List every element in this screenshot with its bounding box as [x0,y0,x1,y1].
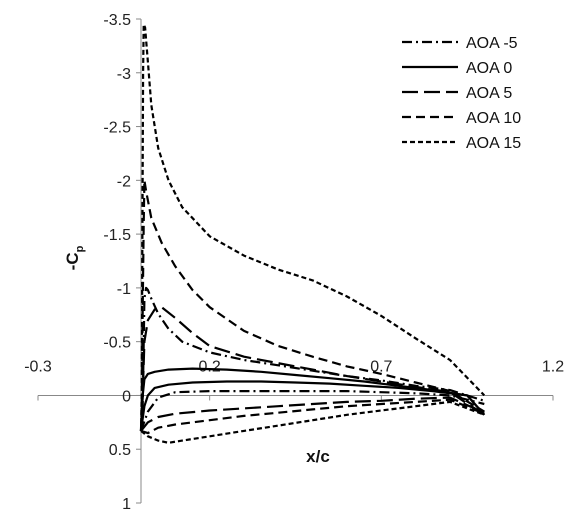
y-tick-label: -2.5 [103,120,131,137]
series-5-upper-surface-line [139,23,486,431]
series-4-lower-surface-line [140,398,485,435]
x-axis-title: x/c [306,447,330,466]
series-3 [139,306,485,432]
series-5-lower-surface-line [140,400,485,444]
y-tick-label: -0.5 [103,335,131,352]
y-axis-title: -Cp [63,245,86,270]
x-tick-label: 0.2 [199,358,221,375]
series-1 [139,286,485,432]
y-tick-label: -3.5 [103,12,131,29]
legend-label: AOA 5 [466,85,512,102]
y-tick-label: 0.5 [109,442,131,459]
y-tick-label: -1.5 [103,227,131,244]
x-tick-label: 0.7 [370,358,392,375]
series-2 [139,367,486,432]
series-4-upper-surface-line [139,179,485,431]
x-tick-label: -0.3 [24,358,52,375]
y-tick-label: -3 [117,66,131,83]
tick-labels: -0.3 0.2 0.7 1.2 -3.5 -3 -2.5 -2 -1.5 -1 -0.5 0 0.5 1 [24,12,564,512]
series-3-upper-surface-line [139,306,485,431]
y-axis-title-main: -C [63,252,82,270]
series-2-lower-surface-line [139,367,486,431]
y-tick-label: 1 [122,496,131,512]
legend-label: AOA -5 [466,35,518,52]
series-4 [139,179,485,435]
series-1-upper-surface-line [139,286,485,431]
series-5 [139,23,486,444]
legend: AOA -5 AOA 0 AOA 5 AOA 10 AOA 15 [402,35,521,152]
legend-label: AOA 10 [466,110,521,127]
x-tick-label: 1.2 [542,358,564,375]
legend-label: AOA 15 [466,135,521,152]
y-tick-label: 0 [122,388,131,405]
series-2-upper-surface-line [139,380,486,432]
y-axis-title-subscript: p [74,245,86,252]
y-tick-label: -1 [117,281,131,298]
series-layer [139,23,486,444]
legend-label: AOA 0 [466,60,512,77]
series-3-lower-surface-line [140,396,485,432]
y-axis-title-group: -Cp [63,245,86,270]
y-tick-label: -2 [117,173,131,190]
